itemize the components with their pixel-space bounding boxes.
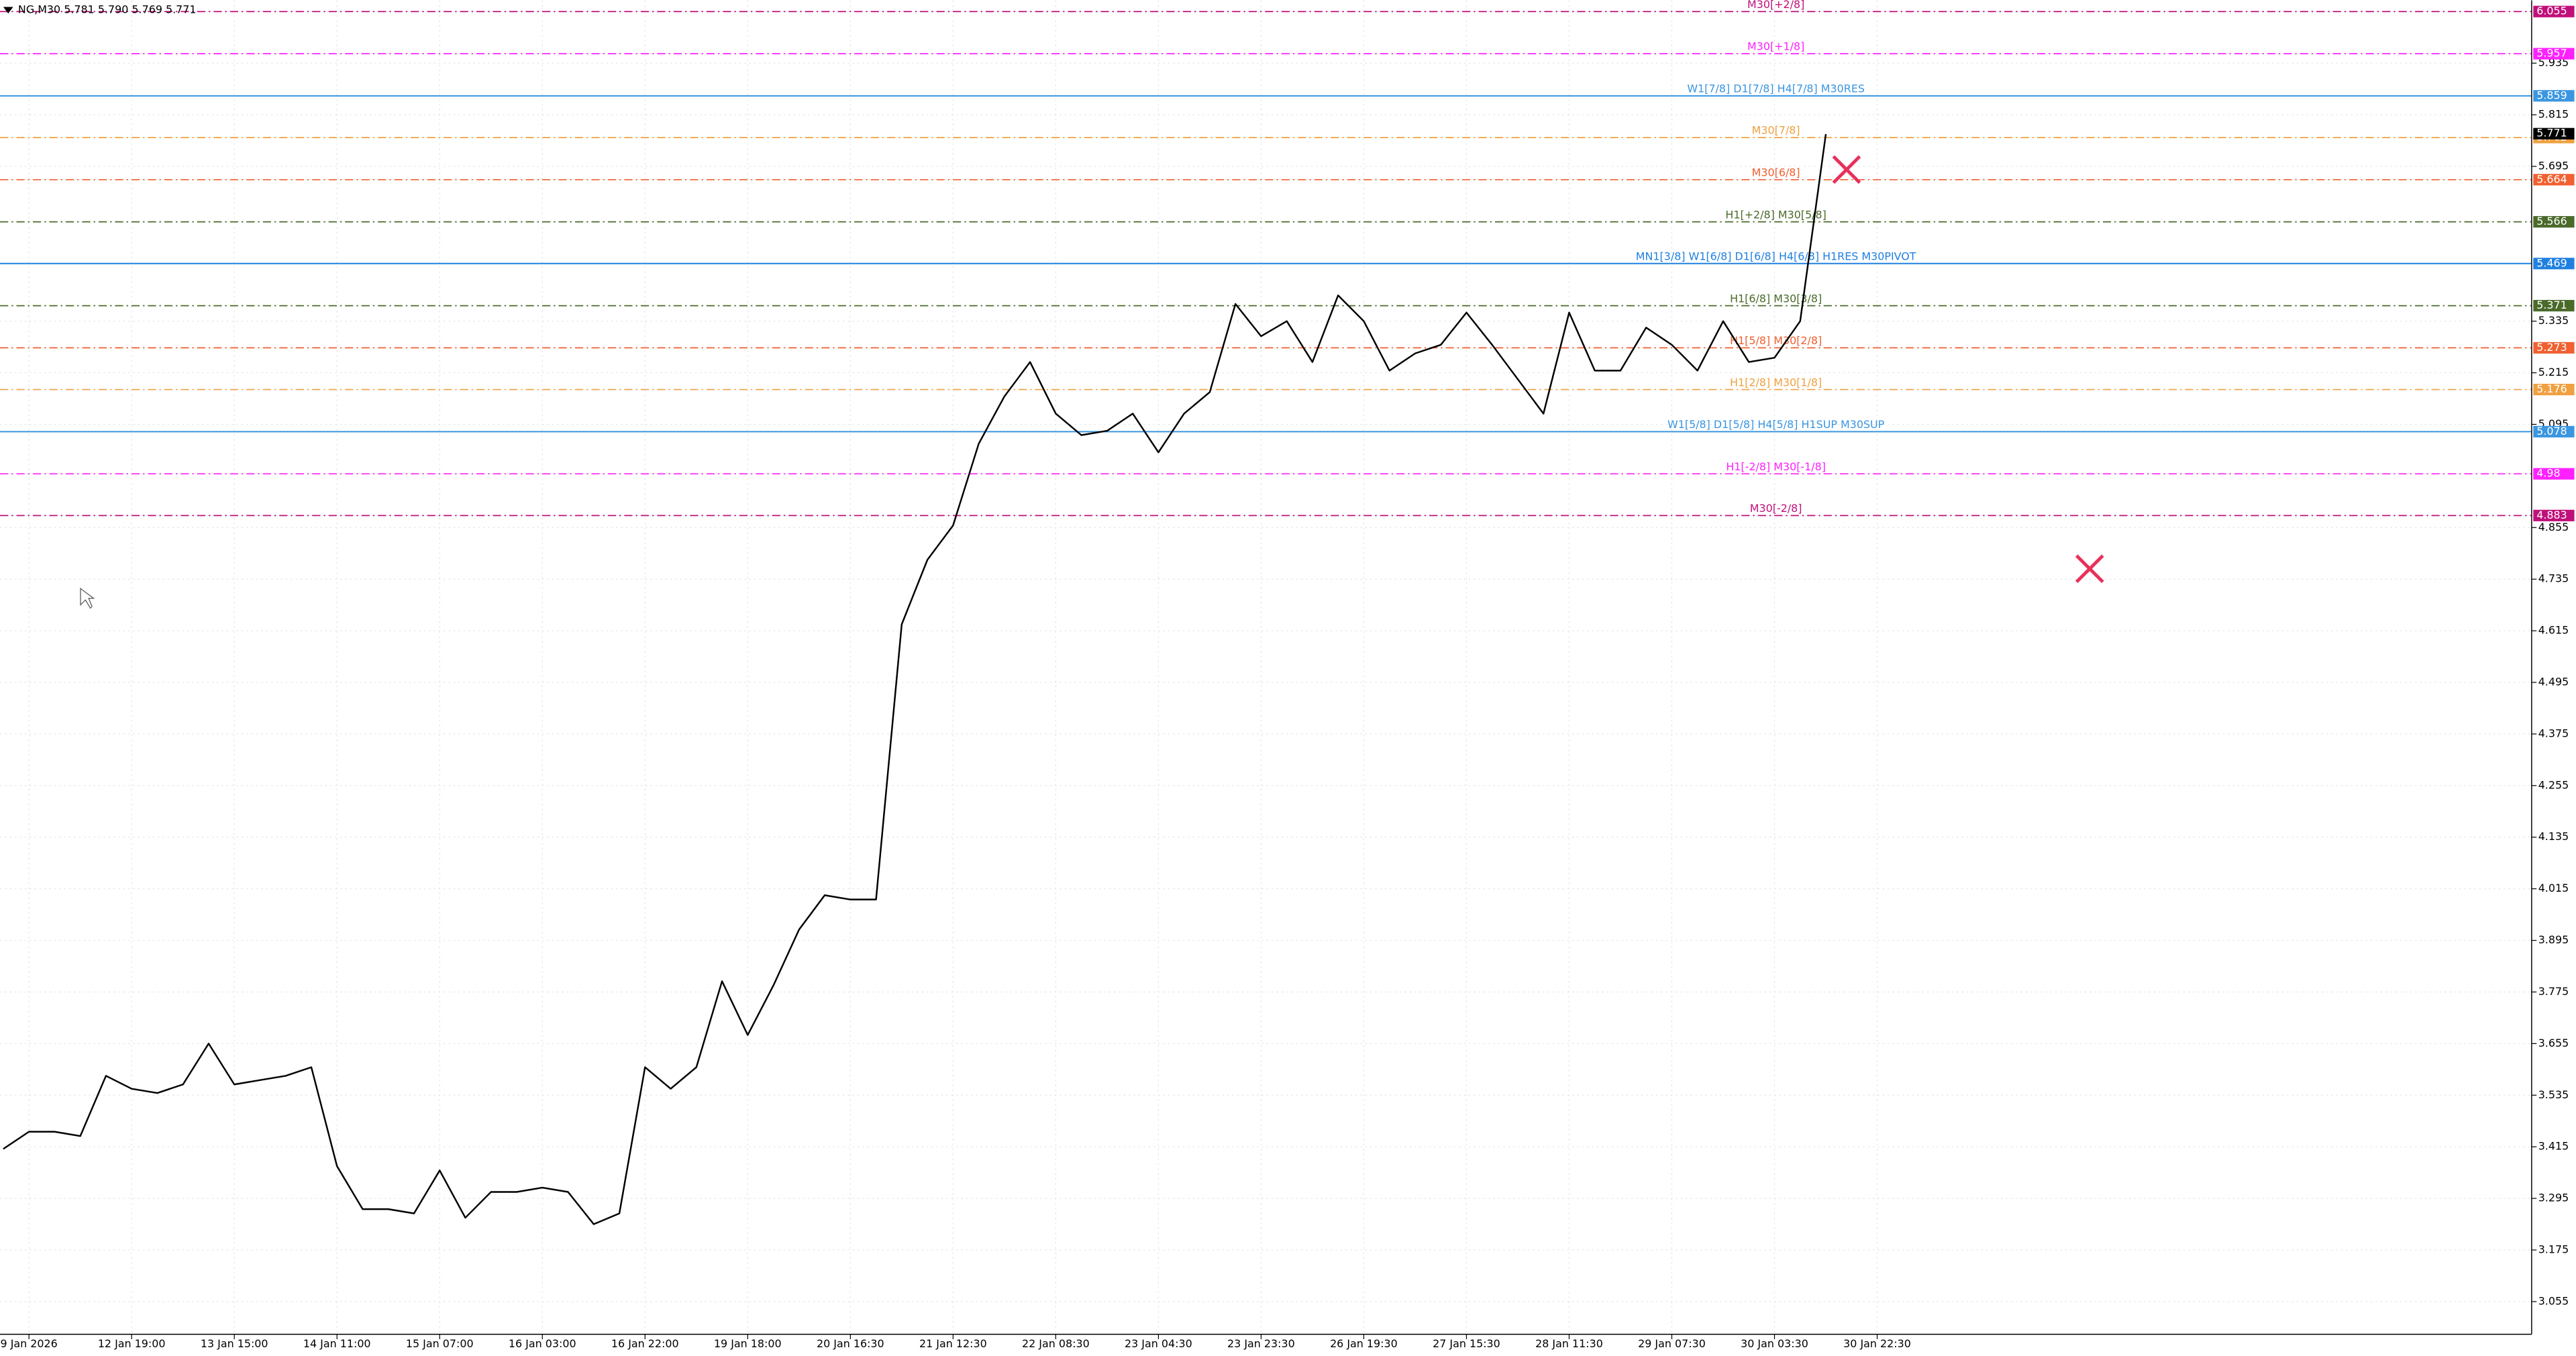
levels: M30[+2/8] M30[+1/8] W1[7/8] D1[7/8] H4[7/8… [0, 0, 2532, 517]
level-price: 5.957 [2536, 47, 2567, 60]
x-tick-label: 26 Jan 19:30 [1330, 1337, 1398, 1350]
level-label: W1[5/8] D1[5/8] H4[5/8] H1SUP M30SUP [1667, 418, 1885, 431]
y-tick-label: 5.215 [2538, 366, 2569, 378]
x-tick-label: 16 Jan 03:00 [509, 1337, 576, 1350]
x-tick-label: 20 Jan 16:30 [817, 1337, 884, 1350]
level-label: M30[+1/8] [1747, 40, 1804, 53]
level-price-box [2533, 258, 2575, 270]
y-tick-label: 3.895 [2538, 933, 2569, 946]
x-tick-label: 13 Jan 15:00 [201, 1337, 268, 1350]
level-price-box [2533, 48, 2575, 60]
y-tick-label: 4.255 [2538, 778, 2569, 791]
y-tick-label: 5.695 [2538, 159, 2569, 172]
y-tick-label: 3.415 [2538, 1140, 2569, 1153]
level-price: 6.055 [2536, 5, 2567, 17]
x-tick-label: 9 Jan 2026 [1, 1337, 58, 1350]
y-tick-label: 4.855 [2538, 521, 2569, 533]
level-label: MN1[3/8] W1[6/8] D1[6/8] H4[6/8] H1RES M… [1636, 250, 1916, 262]
x-tick-label: 16 Jan 22:00 [611, 1337, 679, 1350]
level-label: H1[-2/8] M30[-1/8] [1726, 460, 1826, 473]
y-tick-label: 3.775 [2538, 985, 2569, 998]
level-price-box [2533, 300, 2575, 312]
level-label: M30[+2/8] [1747, 0, 1804, 11]
level-price: 4.883 [2536, 509, 2567, 521]
level-price: 5.859 [2536, 89, 2567, 101]
level-price-box [2533, 216, 2575, 228]
level-label: H1[6/8] M30[3/8] [1730, 292, 1822, 305]
axes: 3.055 3.175 3.295 3.415 3.535 3.655 3.775 3.895… [1, 5, 2575, 1350]
x-tick-label: 27 Jan 15:30 [1433, 1337, 1500, 1350]
level-price: 5.664 [2536, 172, 2567, 185]
plot [3, 134, 1827, 1225]
level-price: 4.98 [2536, 467, 2560, 480]
x-tick-label: 14 Jan 11:00 [303, 1337, 371, 1350]
mouse-cursor [80, 587, 95, 609]
level-label: H1[+2/8] M30[5/8] [1725, 208, 1826, 221]
x-tick-label: 30 Jan 03:30 [1741, 1337, 1808, 1350]
level-price-box [2533, 509, 2575, 521]
level-price: 5.176 [2536, 382, 2567, 395]
level-price-box [2533, 383, 2575, 396]
level-label: H1[5/8] M30[2/8] [1730, 334, 1822, 347]
y-tick-label: 4.015 [2538, 882, 2569, 894]
x-tick-label: 30 Jan 22:30 [1843, 1337, 1911, 1350]
y-tick-label: 3.655 [2538, 1037, 2569, 1049]
level-price: 5.273 [2536, 341, 2567, 354]
level-price-box [2533, 90, 2575, 102]
y-tick-label: 3.055 [2538, 1294, 2569, 1307]
level-price: 5.566 [2536, 215, 2567, 227]
level-label: M30[-2/8] [1750, 502, 1802, 515]
x-tick-label: 22 Jan 08:30 [1022, 1337, 1090, 1350]
last-price-box [2533, 127, 2575, 140]
price-line [3, 134, 1827, 1225]
y-tick-label: 3.295 [2538, 1192, 2569, 1204]
level-label: M30[7/8] [1752, 124, 1800, 137]
level-price-box [2533, 468, 2575, 480]
level-label: M30[6/8] [1752, 166, 1800, 179]
y-tick-label: 4.495 [2538, 676, 2569, 688]
y-tick-label: 4.375 [2538, 727, 2569, 739]
y-tick-label: 5.815 [2538, 108, 2569, 121]
x-tick-label: 15 Jan 07:00 [406, 1337, 474, 1350]
level-price-box [2533, 174, 2575, 186]
level-price: 5.469 [2536, 256, 2567, 269]
marker-x [2075, 554, 2104, 584]
marker-x [1832, 155, 1861, 185]
y-tick-label: 4.615 [2538, 624, 2569, 637]
chart-title: NG,M30 5.781 5.790 5.769 5.771 [18, 3, 197, 16]
y-tick-label: 4.735 [2538, 572, 2569, 585]
x-tick-label: 21 Jan 12:30 [919, 1337, 987, 1350]
x-tick-label: 12 Jan 19:00 [98, 1337, 166, 1350]
x-tick-label: 28 Jan 11:30 [1535, 1337, 1603, 1350]
grid [0, 0, 2532, 1335]
level-price-box [2533, 342, 2575, 354]
x-tick-label: 19 Jan 18:00 [714, 1337, 782, 1350]
x-tick-label: 23 Jan 23:30 [1227, 1337, 1295, 1350]
menu-arrow[interactable] [3, 7, 13, 14]
level-price: 5.078 [2536, 425, 2567, 437]
y-tick-label: 5.335 [2538, 314, 2569, 327]
y-tick-label: 3.175 [2538, 1243, 2569, 1255]
level-price-box [2533, 425, 2575, 437]
level-price-box [2533, 5, 2575, 17]
y-tick-label: 3.535 [2538, 1088, 2569, 1101]
x-tick-label: 29 Jan 07:30 [1638, 1337, 1706, 1350]
level-price: 5.371 [2536, 299, 2567, 311]
last-price: 5.771 [2536, 127, 2567, 140]
level-label: W1[7/8] D1[7/8] H4[7/8] M30RES [1687, 83, 1865, 95]
y-tick-label: 4.135 [2538, 830, 2569, 843]
level-label: H1[2/8] M30[1/8] [1730, 376, 1822, 388]
x-tick-label: 23 Jan 04:30 [1125, 1337, 1192, 1350]
